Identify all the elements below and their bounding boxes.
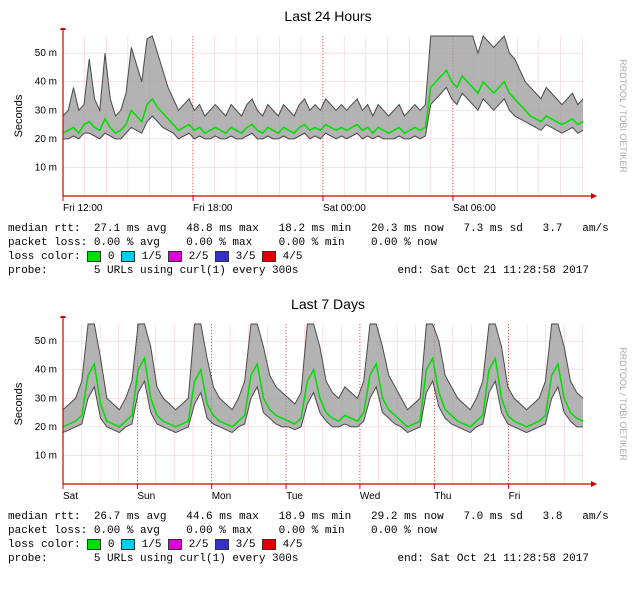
loss-color-label: 0: [101, 251, 121, 263]
svg-text:Seconds: Seconds: [13, 94, 25, 137]
svg-text:10 m: 10 m: [35, 450, 57, 461]
svg-text:Sat 00:00: Sat 00:00: [323, 203, 366, 214]
chart-title: Last 7 Days: [8, 296, 640, 312]
packet-loss-line: packet loss: 0.00 % avg 0.00 % max 0.00 …: [8, 236, 640, 250]
chart-plot: 10 m 20 m 30 m 40 m 50 m Fri 12:00 Fri 18:00 Sa…: [8, 28, 628, 220]
loss-color-label: 4/5: [276, 251, 302, 263]
loss-color-label: 2/5: [182, 539, 215, 551]
svg-text:50 m: 50 m: [35, 336, 57, 347]
loss-color-swatch: [121, 539, 135, 550]
svg-text:Fri 12:00: Fri 12:00: [63, 203, 103, 214]
svg-text:Wed: Wed: [360, 491, 380, 502]
loss-color-label: 1/5: [135, 539, 168, 551]
chart-plot: 10 m 20 m 30 m 40 m 50 m Sat Sun Mon Tue Wed Thu Fr…: [8, 316, 628, 508]
probe-line: probe: 5 URLs using curl(1) every 300s e…: [8, 552, 640, 566]
loss-color-swatch: [168, 539, 182, 550]
loss-color-swatch: [121, 251, 135, 262]
loss-color-line: loss color: 0 1/5 2/5 3/5 4/5: [8, 538, 640, 552]
svg-text:Sat 06:00: Sat 06:00: [453, 203, 496, 214]
svg-text:Fri 18:00: Fri 18:00: [193, 203, 233, 214]
svg-text:Sun: Sun: [137, 491, 155, 502]
loss-color-swatch: [262, 539, 276, 550]
svg-text:30 m: 30 m: [35, 393, 57, 404]
loss-color-label: 1/5: [135, 251, 168, 263]
chart-block: Last 24 Hours 10 m 20 m 30 m 40 m 50 m Fri 12:…: [8, 8, 640, 278]
median-rtt-line: median rtt: 27.1 ms avg 48.8 ms max 18.2…: [8, 222, 640, 236]
chart-block: Last 7 Days 10 m 20 m 30 m 40 m 50 m Sat Sun Mon…: [8, 296, 640, 566]
loss-color-swatch: [215, 539, 229, 550]
probe-line: probe: 5 URLs using curl(1) every 300s e…: [8, 264, 640, 278]
loss-color-label: 3/5: [229, 539, 262, 551]
loss-color-swatch: [87, 539, 101, 550]
median-rtt-line: median rtt: 26.7 ms avg 44.6 ms max 18.9…: [8, 510, 640, 524]
svg-text:10 m: 10 m: [35, 162, 57, 173]
loss-color-swatch: [262, 251, 276, 262]
svg-text:RRDTOOL / TOBI OETIKER: RRDTOOL / TOBI OETIKER: [618, 347, 628, 461]
loss-color-label: 2/5: [182, 251, 215, 263]
svg-text:RRDTOOL / TOBI OETIKER: RRDTOOL / TOBI OETIKER: [618, 59, 628, 173]
loss-color-swatch: [168, 251, 182, 262]
svg-text:50 m: 50 m: [35, 48, 57, 59]
loss-color-label: 0: [101, 539, 121, 551]
loss-color-label: 4/5: [276, 539, 302, 551]
packet-loss-line: packet loss: 0.00 % avg 0.00 % max 0.00 …: [8, 524, 640, 538]
svg-text:40 m: 40 m: [35, 365, 57, 376]
chart-stats: median rtt: 26.7 ms avg 44.6 ms max 18.9…: [8, 510, 640, 566]
svg-text:Thu: Thu: [434, 491, 451, 502]
loss-color-swatch: [215, 251, 229, 262]
svg-text:Sat: Sat: [63, 491, 78, 502]
loss-color-label: 3/5: [229, 251, 262, 263]
svg-text:Fri: Fri: [509, 491, 521, 502]
loss-color-line: loss color: 0 1/5 2/5 3/5 4/5: [8, 250, 640, 264]
chart-stats: median rtt: 27.1 ms avg 48.8 ms max 18.2…: [8, 222, 640, 278]
svg-text:20 m: 20 m: [35, 134, 57, 145]
svg-text:Mon: Mon: [212, 491, 231, 502]
svg-text:20 m: 20 m: [35, 422, 57, 433]
svg-text:Seconds: Seconds: [13, 382, 25, 425]
loss-color-swatch: [87, 251, 101, 262]
svg-text:40 m: 40 m: [35, 77, 57, 88]
chart-title: Last 24 Hours: [8, 8, 640, 24]
svg-text:Tue: Tue: [286, 491, 303, 502]
svg-text:30 m: 30 m: [35, 105, 57, 116]
